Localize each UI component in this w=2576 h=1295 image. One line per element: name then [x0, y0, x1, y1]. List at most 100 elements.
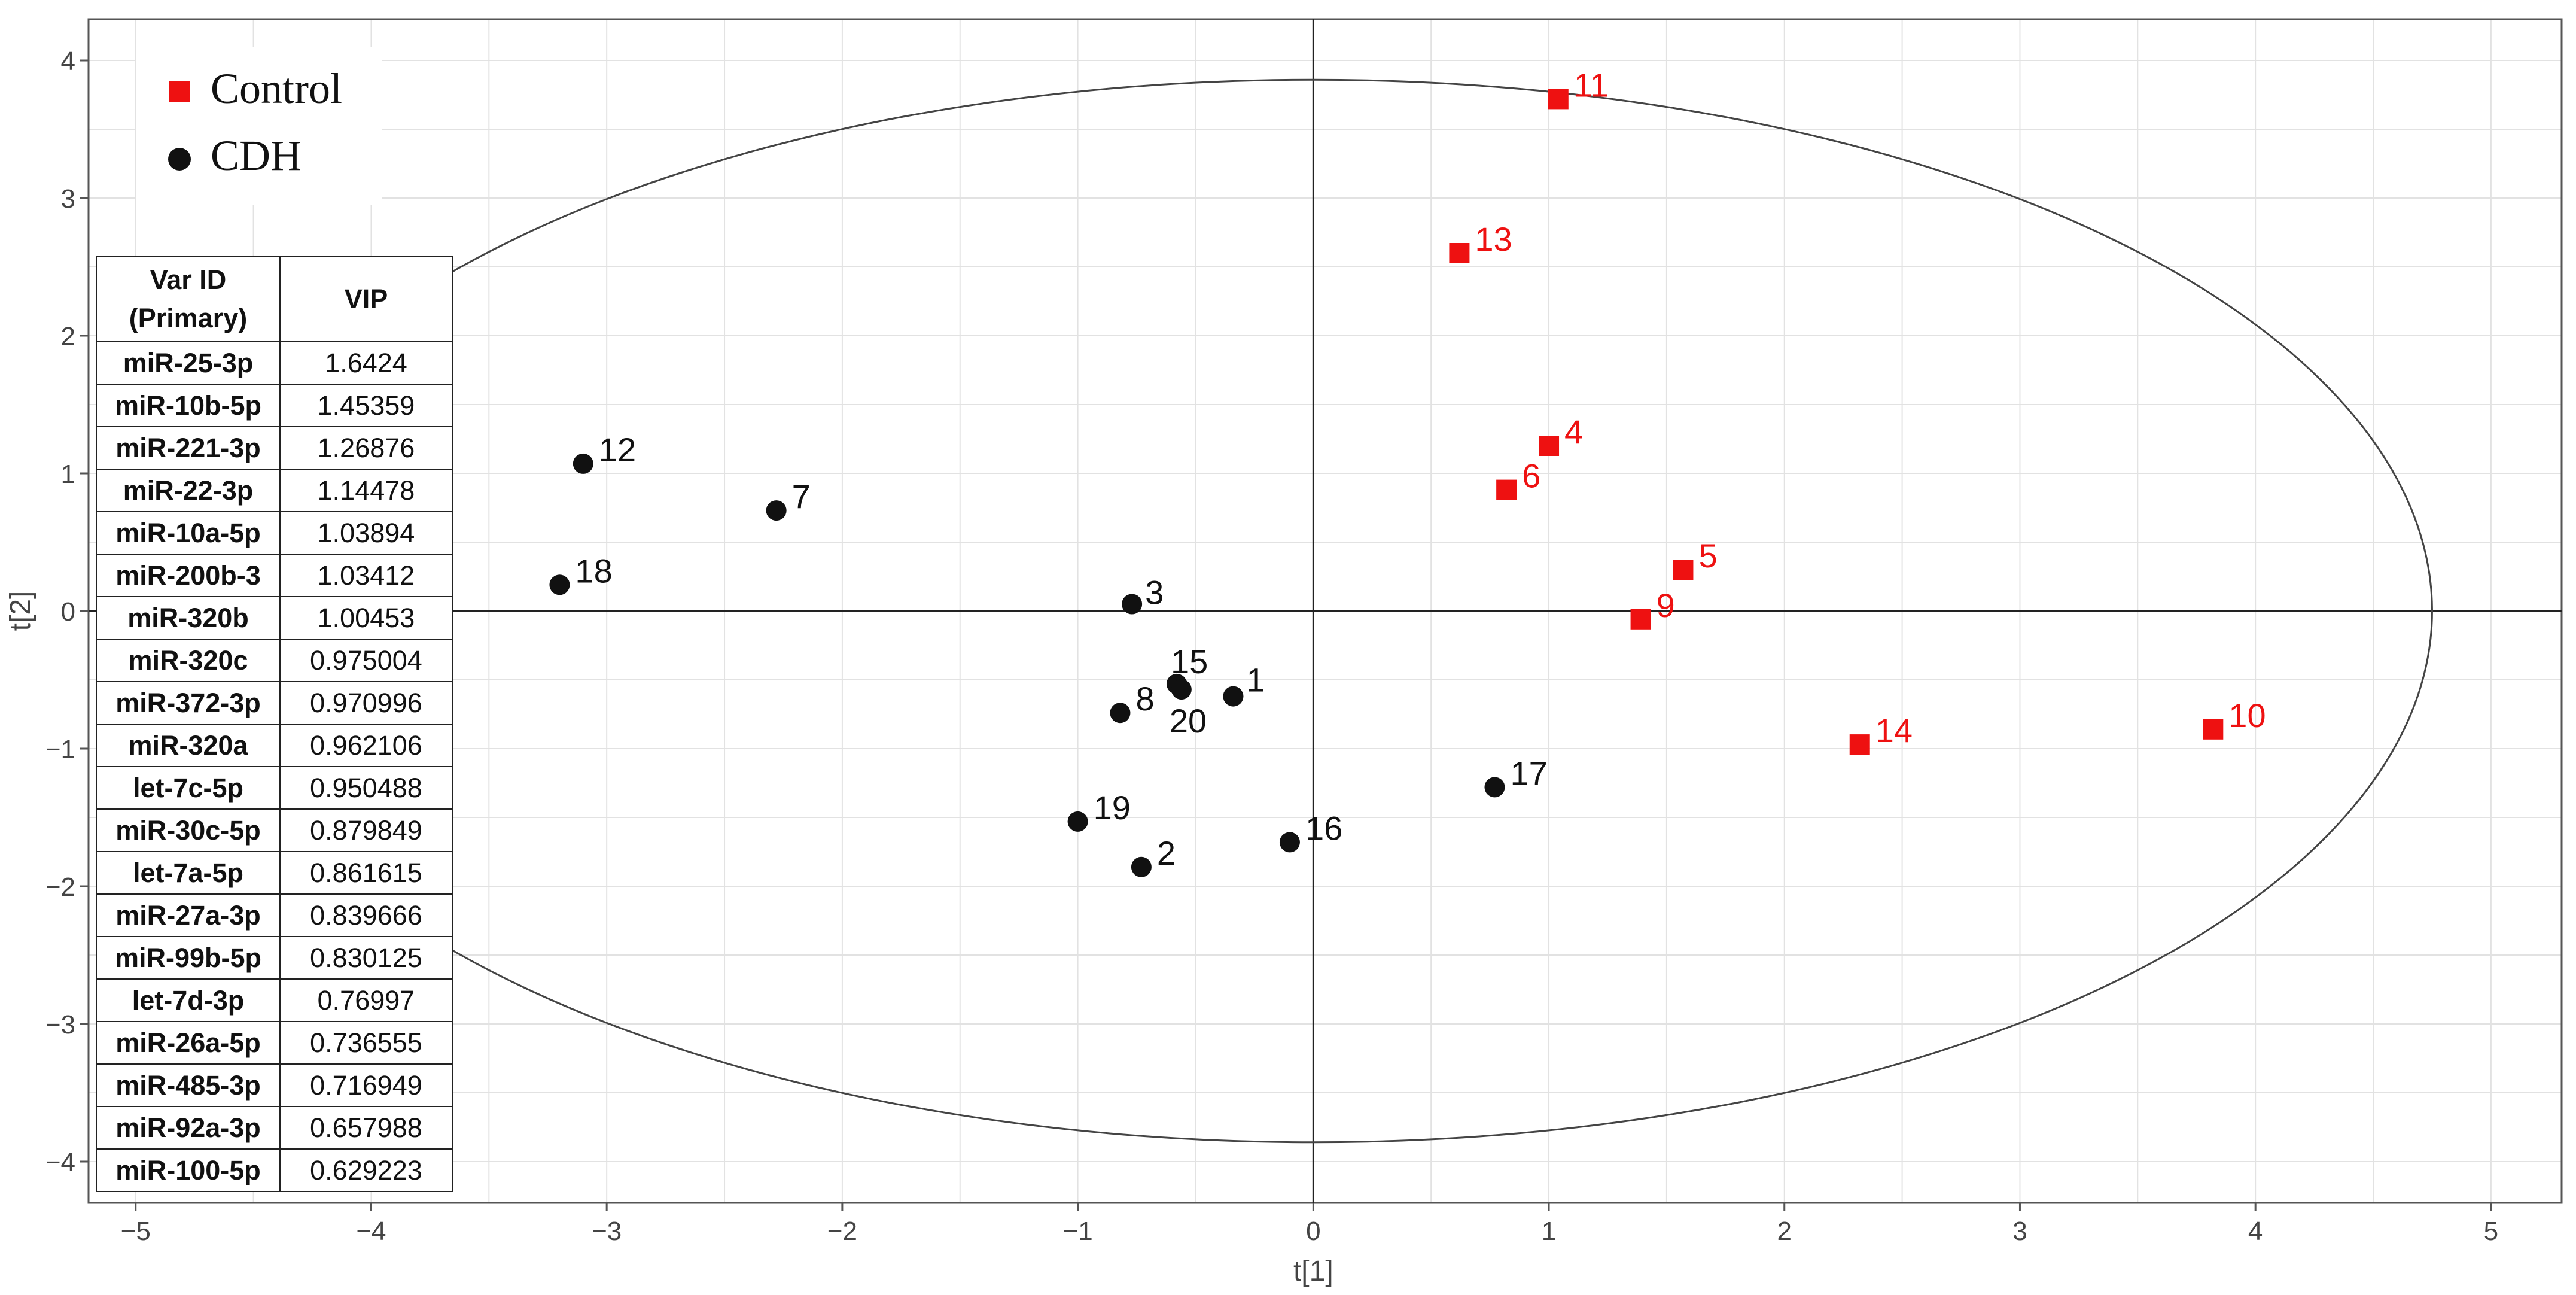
point-label: 5 [1698, 537, 1717, 574]
y-tick-label: −4 [45, 1148, 75, 1177]
vip-table-header-varid: Var ID (Primary) [96, 256, 281, 342]
vip-value-cell: 0.629223 [279, 1148, 453, 1192]
vip-value-cell: 1.26876 [279, 426, 453, 470]
point-label: 13 [1475, 220, 1512, 258]
y-tick-label: −1 [45, 735, 75, 764]
var-id-cell: miR-372-3p [96, 681, 281, 725]
vip-value-cell: 1.45359 [279, 384, 453, 427]
control-point [1539, 436, 1560, 456]
var-id-cell: miR-25-3p [96, 341, 281, 385]
x-axis-label: t[1] [1293, 1256, 1333, 1287]
table-row: let-7c-5p 0.950488 [96, 766, 453, 810]
vip-value-cell: 0.736555 [279, 1021, 453, 1065]
vip-value-cell: 0.716949 [279, 1063, 453, 1107]
var-id-cell: miR-22-3p [96, 469, 281, 512]
cdh-point [1122, 594, 1143, 615]
x-tick-label: 3 [2012, 1217, 2027, 1246]
x-tick-label: 5 [2484, 1217, 2498, 1246]
var-id-cell: miR-92a-3p [96, 1106, 281, 1150]
var-id-cell: miR-27a-3p [96, 893, 281, 937]
point-label: 15 [1171, 643, 1208, 680]
table-row: miR-99b-5p 0.830125 [96, 936, 453, 980]
table-row: miR-27a-3p 0.839666 [96, 893, 453, 937]
table-row: miR-372-3p 0.970996 [96, 681, 453, 725]
cdh-point [1484, 777, 1505, 798]
table-row: let-7d-3p 0.76997 [96, 978, 453, 1022]
legend-control-label: Control [211, 65, 342, 113]
vip-value-cell: 1.03894 [279, 511, 453, 555]
legend-background [136, 47, 382, 205]
var-id-cell: let-7c-5p [96, 766, 281, 810]
point-label: 6 [1522, 457, 1540, 495]
control-point [1548, 89, 1569, 110]
vip-table-header-row: Var ID (Primary) VIP [96, 256, 453, 342]
cdh-point [549, 574, 570, 595]
point-label: 14 [1875, 712, 1913, 749]
point-label: 1 [1246, 661, 1265, 699]
y-tick-label: −2 [45, 873, 75, 902]
control-point [1630, 609, 1651, 630]
x-tick-label: −4 [356, 1217, 386, 1246]
point-label: 7 [792, 478, 811, 515]
point-label: 4 [1564, 413, 1583, 451]
y-tick-label: −3 [45, 1010, 75, 1039]
vip-value-cell: 0.830125 [279, 936, 453, 980]
table-row: miR-30c-5p 0.879849 [96, 808, 453, 852]
vip-value-cell: 0.970996 [279, 681, 453, 725]
vip-table-body: miR-25-3p 1.6424 miR-10b-5p 1.45359 miR-221-… [96, 341, 453, 1192]
axes [89, 19, 2562, 1203]
var-id-cell: miR-320b [96, 596, 281, 640]
point-label: 8 [1135, 680, 1154, 718]
vip-value-cell: 1.14478 [279, 469, 453, 512]
y-tick-label: 1 [61, 460, 75, 489]
x-tick-label: 1 [1542, 1217, 1556, 1246]
legend-cdh-marker [168, 148, 191, 171]
vip-table-header-vip: VIP [279, 256, 453, 342]
var-id-cell: miR-100-5p [96, 1148, 281, 1192]
var-id-cell: let-7d-3p [96, 978, 281, 1022]
vip-value-cell: 0.76997 [279, 978, 453, 1022]
point-label: 18 [575, 552, 612, 589]
var-id-cell: miR-26a-5p [96, 1021, 281, 1065]
y-tick-label: 2 [61, 322, 75, 351]
control-point [2203, 719, 2224, 740]
table-row: miR-92a-3p 0.657988 [96, 1106, 453, 1150]
cdh-point [1067, 811, 1088, 832]
legend-control-marker [169, 81, 190, 102]
vip-value-cell: 0.839666 [279, 893, 453, 937]
control-point [1673, 560, 1694, 580]
table-row: miR-26a-5p 0.736555 [96, 1021, 453, 1065]
cdh-point [1171, 679, 1192, 700]
vip-value-cell: 0.879849 [279, 808, 453, 852]
vip-value-cell: 0.962106 [279, 724, 453, 767]
table-row: miR-221-3p 1.26876 [96, 426, 453, 470]
vip-value-cell: 1.03412 [279, 554, 453, 597]
point-label: 10 [2228, 697, 2266, 734]
var-id-cell: miR-221-3p [96, 426, 281, 470]
control-point [1849, 734, 1870, 755]
var-id-cell: miR-30c-5p [96, 808, 281, 852]
var-id-cell: miR-10b-5p [96, 384, 281, 427]
vip-table: Var ID (Primary) VIP miR-25-3p 1.6424 miR-… [96, 256, 453, 1192]
table-row: let-7a-5p 0.861615 [96, 851, 453, 895]
y-tick-label: 3 [61, 184, 75, 214]
vip-value-cell: 0.657988 [279, 1106, 453, 1150]
point-label: 16 [1305, 809, 1342, 847]
vip-value-cell: 0.861615 [279, 851, 453, 895]
var-id-cell: miR-200b-3 [96, 554, 281, 597]
cdh-point [1279, 832, 1300, 853]
var-id-cell: let-7a-5p [96, 851, 281, 895]
point-label: 9 [1657, 586, 1675, 624]
vip-value-cell: 0.950488 [279, 766, 453, 810]
table-row: miR-320c 0.975004 [96, 639, 453, 682]
x-tick-label: −5 [121, 1217, 151, 1246]
legend-cdh-label: CDH [211, 132, 302, 180]
table-row: miR-320a 0.962106 [96, 724, 453, 767]
point-label: 19 [1094, 789, 1131, 826]
table-row: miR-10b-5p 1.45359 [96, 384, 453, 427]
point-label: 3 [1145, 574, 1164, 612]
x-tick-label: 2 [1777, 1217, 1792, 1246]
x-tick-label: 4 [2248, 1217, 2263, 1246]
